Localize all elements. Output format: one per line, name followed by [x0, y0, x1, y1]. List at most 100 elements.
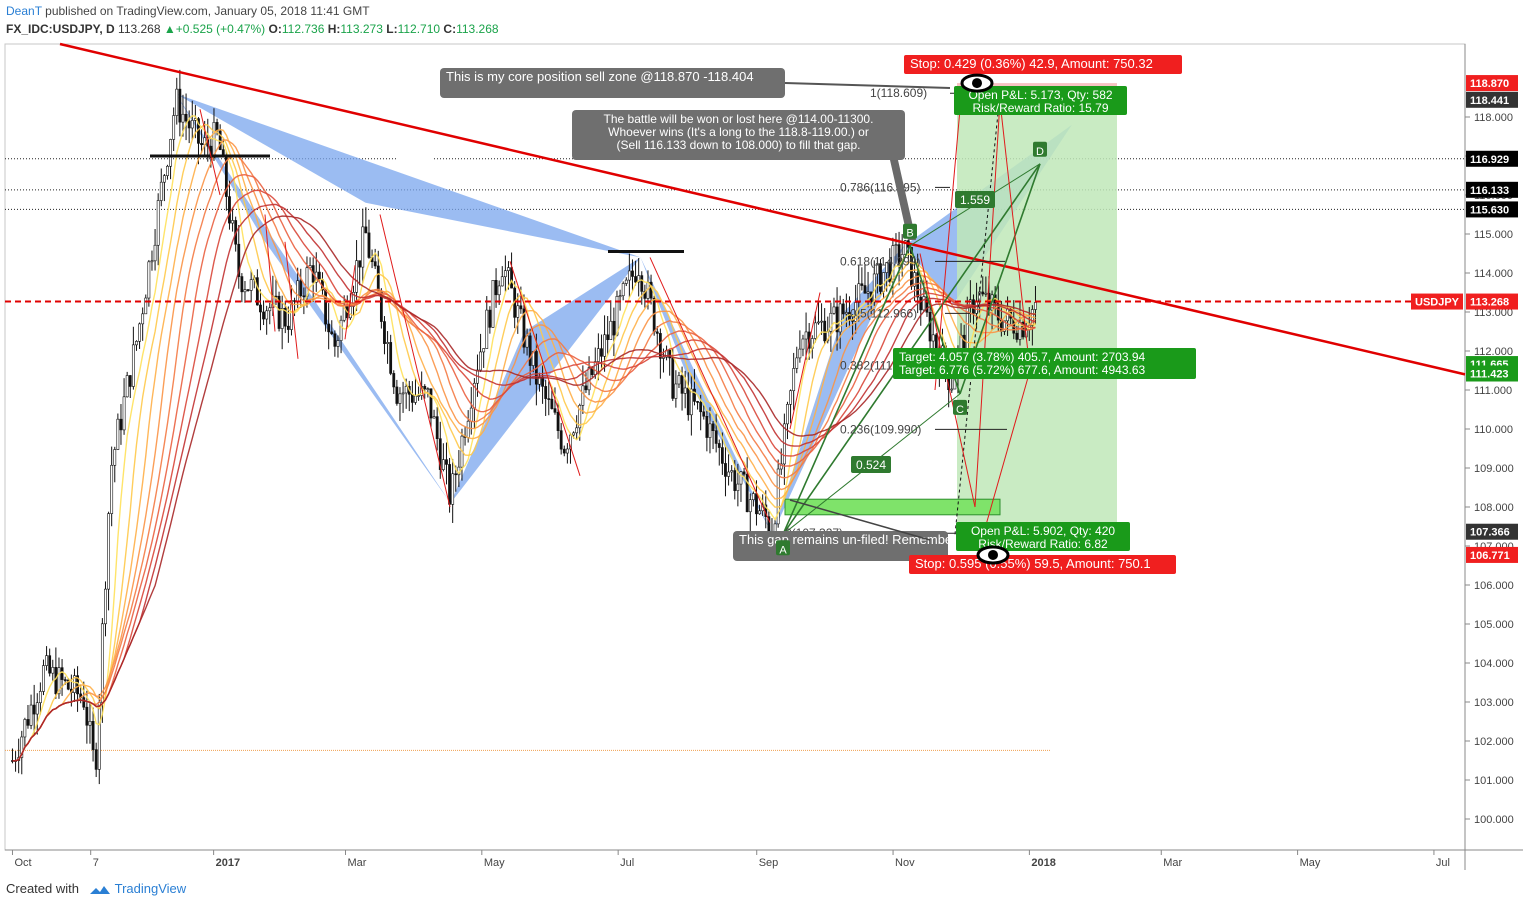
long-pnl-label-text: Risk/Reward Ratio: 6.82	[978, 537, 1108, 551]
candle-body	[255, 277, 259, 306]
candle-body	[631, 270, 634, 277]
candle-body	[333, 333, 337, 347]
price-tick-label: 109.000	[1474, 463, 1514, 475]
callout-pointer	[784, 82, 951, 89]
candle-body	[962, 334, 966, 349]
candle-body	[97, 702, 101, 770]
candle-body	[82, 697, 86, 708]
candle-body	[162, 175, 166, 183]
time-tick-label: Mar	[1163, 857, 1182, 869]
candle-body	[779, 463, 783, 470]
candle-body	[376, 265, 380, 292]
candle-body	[128, 375, 132, 387]
price-tick-label: 108.000	[1474, 502, 1514, 514]
time-tick-label: Nov	[895, 857, 915, 869]
price-tick-label: 103.000	[1474, 697, 1514, 709]
candle-body	[317, 271, 321, 280]
candle-body	[786, 404, 789, 425]
battle-callout: The battle will be won or lost here @114…	[572, 110, 905, 160]
candle-body	[680, 375, 684, 394]
candle-body	[122, 396, 126, 431]
candle-body	[410, 394, 414, 403]
swing-arrow-line	[284, 241, 299, 359]
candle-body	[801, 338, 805, 350]
candle-body	[587, 367, 591, 391]
sell-zone-callout-bg	[440, 68, 785, 98]
candle-body	[32, 704, 36, 715]
footer: Created with TradingView	[6, 881, 186, 896]
sell-zone-callout-text: This is my core position sell zone @118.…	[446, 69, 754, 84]
swing-arrow-line	[344, 265, 356, 340]
candle-body	[950, 388, 954, 391]
tradingview-link[interactable]: TradingView	[114, 881, 187, 896]
swing-arrow-line	[649, 257, 771, 523]
high-label: H:	[327, 22, 341, 36]
candle-body	[553, 408, 557, 413]
short-pnl-label-bg	[954, 86, 1127, 115]
candle-body	[875, 263, 879, 275]
pattern-point-c: C	[953, 399, 967, 416]
candle-body	[404, 385, 408, 394]
long-stop-label-bg	[909, 555, 1176, 574]
candle-body	[559, 430, 563, 450]
candle-body	[600, 348, 603, 357]
candle-body	[655, 331, 659, 334]
candle-body	[336, 340, 340, 347]
candle-body	[888, 262, 892, 283]
candle-body	[686, 387, 690, 416]
candle-body	[866, 291, 870, 294]
candle-body	[612, 320, 616, 336]
price-tag	[1466, 201, 1518, 218]
candle-body	[42, 665, 45, 692]
up-arrow-icon: ▲	[163, 22, 176, 36]
descending-trendline	[59, 42, 1466, 376]
moving-average-line	[12, 215, 1036, 762]
candle-body	[144, 297, 148, 315]
candle-body	[541, 376, 544, 387]
ratio-tag-1559: 1.559	[955, 191, 995, 208]
eye-icon	[976, 545, 1010, 565]
candle-body	[491, 280, 495, 328]
candle-body	[324, 289, 327, 325]
swing-arrow-line	[509, 261, 581, 476]
fib-level-label: 0.5(112.966)	[850, 306, 917, 320]
pattern-point-a-text: A	[779, 544, 787, 556]
candle-body	[389, 342, 393, 374]
candle-body	[736, 483, 740, 491]
candlestick-series	[11, 69, 1037, 785]
price-tick-label: 115.000	[1474, 229, 1513, 241]
candle-body	[482, 348, 486, 353]
candle-body	[181, 113, 185, 123]
open-value: 112.736	[281, 22, 325, 36]
candle-body	[544, 386, 548, 399]
symbol-name[interactable]: FX_IDC:USDJPY, D	[6, 22, 115, 36]
moving-average-line	[12, 173, 1036, 762]
candle-body	[522, 308, 526, 348]
swing-arrow-line	[379, 214, 451, 508]
candle-body	[94, 749, 98, 770]
candle-body	[717, 443, 721, 448]
time-tick-label: May	[1300, 857, 1321, 869]
candle-body	[429, 388, 433, 419]
candle-body	[85, 706, 89, 726]
low-label: L:	[386, 22, 398, 36]
candle-body	[184, 113, 188, 122]
candle-body	[147, 261, 151, 299]
fib-level-label: 0.236(109.990)	[840, 422, 921, 436]
candle-body	[913, 272, 916, 287]
candle-body	[575, 427, 579, 434]
candle-body	[175, 88, 179, 116]
tradingview-logo-icon	[89, 885, 110, 894]
candle-body	[748, 499, 752, 513]
candle-body	[23, 719, 27, 738]
candle-body	[596, 348, 600, 362]
candle-body	[981, 291, 985, 295]
candle-body	[178, 88, 182, 123]
price-tag-text: 115.630	[1470, 204, 1509, 216]
target-label-text: Target: 4.057 (3.78%) 405.7, Amount: 270…	[899, 350, 1145, 364]
author-link[interactable]: DeanT	[6, 4, 42, 18]
price-tag	[1466, 91, 1518, 108]
candle-body	[733, 470, 737, 491]
